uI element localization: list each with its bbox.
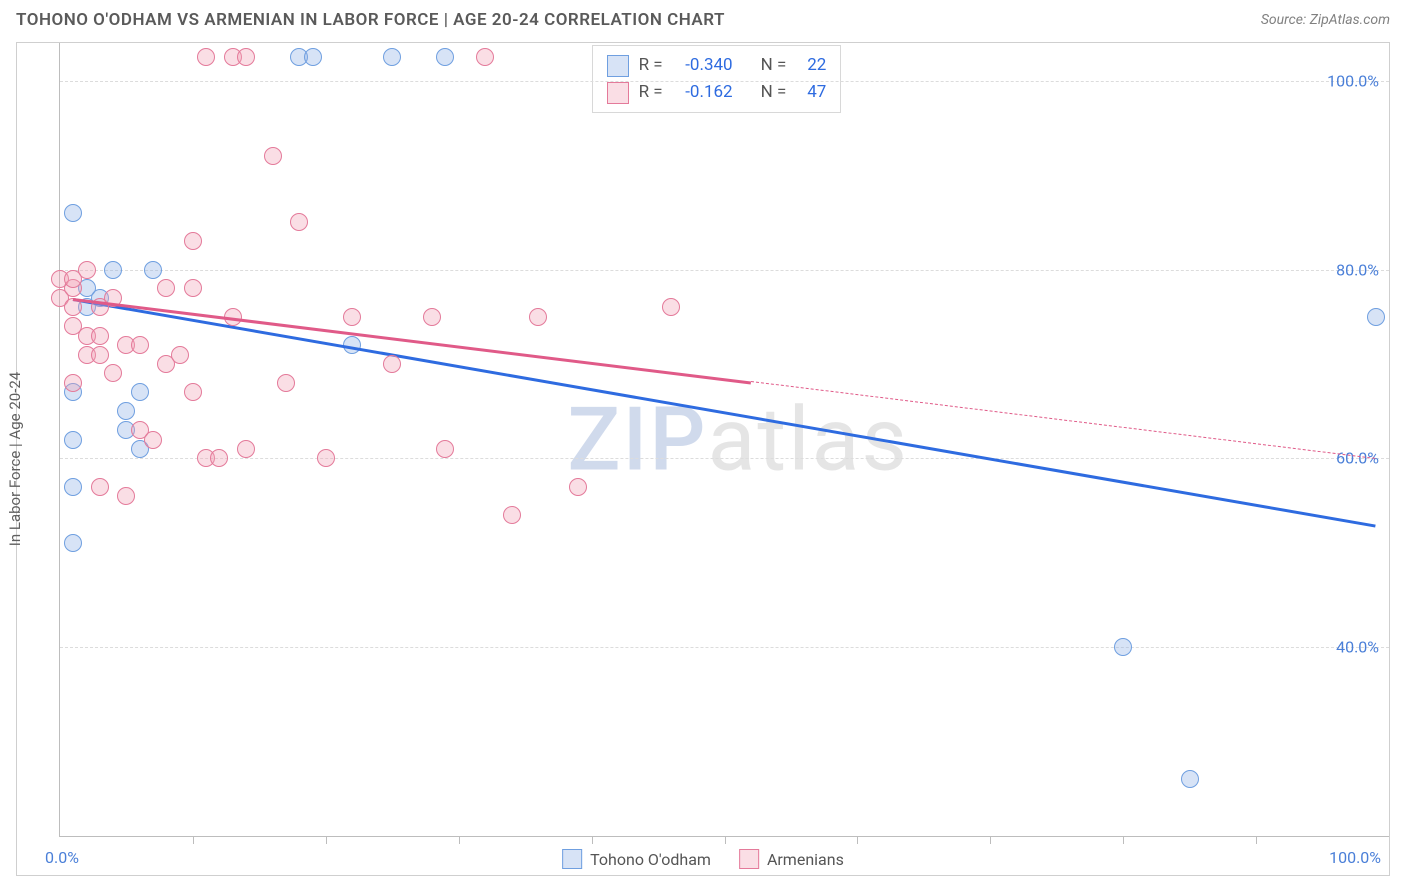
data-point [436, 48, 454, 66]
trend-line-dashed [751, 381, 1376, 459]
trend-line [73, 298, 751, 384]
x-tick [459, 836, 460, 844]
data-point [157, 279, 175, 297]
data-point [104, 261, 122, 279]
data-point [91, 327, 109, 345]
x-tick [1256, 836, 1257, 844]
data-point [64, 431, 82, 449]
gridline [60, 458, 1389, 459]
y-axis-label: In Labor Force | Age 20-24 [6, 372, 24, 546]
stat-n-value: 22 [796, 52, 826, 79]
data-point [317, 449, 335, 467]
data-point [117, 402, 135, 420]
data-point [184, 232, 202, 250]
chart-container: In Labor Force | Age 20-24 ZIPatlas R =-… [16, 42, 1390, 876]
stat-r-label: R = [639, 79, 663, 106]
header: TOHONO O'ODHAM VS ARMENIAN IN LABOR FORC… [0, 0, 1406, 36]
data-point [1114, 638, 1132, 656]
gridline [60, 81, 1389, 82]
gridline [60, 647, 1389, 648]
y-tick-label: 100.0% [1327, 71, 1379, 90]
data-point [423, 308, 441, 326]
data-point [144, 431, 162, 449]
data-point [64, 478, 82, 496]
legend-swatch [739, 849, 759, 869]
data-point [184, 279, 202, 297]
x-tick [990, 836, 991, 844]
stats-box: R = -0.340 N = 22 R = -0.162 N = 47 [592, 45, 842, 113]
stat-n-value: 47 [796, 79, 826, 106]
data-point [237, 440, 255, 458]
data-point [91, 478, 109, 496]
data-point [529, 308, 547, 326]
data-point [343, 308, 361, 326]
stat-r-value: -0.340 [673, 52, 733, 79]
x-tick [193, 836, 194, 844]
data-point [64, 534, 82, 552]
legend: Tohono O'odham Armenians [562, 849, 844, 869]
data-point [131, 336, 149, 354]
stat-n-label: N = [761, 52, 787, 79]
source-label: Source: ZipAtlas.com [1261, 12, 1390, 28]
stat-row: R = -0.340 N = 22 [607, 52, 827, 79]
data-point [304, 48, 322, 66]
data-point [117, 487, 135, 505]
series-swatch [607, 82, 629, 104]
data-point [290, 213, 308, 231]
x-tick [326, 836, 327, 844]
chart-title: TOHONO O'ODHAM VS ARMENIAN IN LABOR FORC… [16, 10, 725, 30]
data-point [144, 261, 162, 279]
data-point [64, 204, 82, 222]
legend-label: Armenians [767, 850, 844, 869]
legend-item: Armenians [739, 849, 844, 869]
data-point [1367, 308, 1385, 326]
data-point [264, 147, 282, 165]
stat-n-label: N = [761, 79, 787, 106]
data-point [104, 364, 122, 382]
data-point [78, 261, 96, 279]
data-point [383, 355, 401, 373]
stat-r-label: R = [639, 52, 663, 79]
legend-item: Tohono O'odham [562, 849, 711, 869]
data-point [1181, 770, 1199, 788]
x-tick [857, 836, 858, 844]
data-point [91, 346, 109, 364]
legend-swatch [562, 849, 582, 869]
x-tick [725, 836, 726, 844]
stat-row: R = -0.162 N = 47 [607, 79, 827, 106]
data-point [64, 374, 82, 392]
data-point [569, 478, 587, 496]
data-point [436, 440, 454, 458]
data-point [184, 383, 202, 401]
watermark: ZIPatlas [567, 388, 909, 491]
data-point [237, 48, 255, 66]
gridline [60, 270, 1389, 271]
y-tick-label: 40.0% [1336, 638, 1379, 657]
data-point [131, 383, 149, 401]
x-label-right: 100.0% [1329, 848, 1381, 867]
legend-label: Tohono O'odham [590, 850, 711, 869]
data-point [503, 506, 521, 524]
data-point [197, 48, 215, 66]
series-swatch [607, 55, 629, 77]
stat-r-value: -0.162 [673, 79, 733, 106]
y-tick-label: 80.0% [1336, 260, 1379, 279]
data-point [476, 48, 494, 66]
plot-area: ZIPatlas R = -0.340 N = 22 R = -0.162 N = 47 40… [59, 43, 1389, 837]
x-tick [1123, 836, 1124, 844]
data-point [171, 346, 189, 364]
x-label-left: 0.0% [45, 848, 79, 867]
data-point [277, 374, 295, 392]
data-point [662, 298, 680, 316]
trend-line [73, 298, 1376, 527]
data-point [210, 449, 228, 467]
data-point [383, 48, 401, 66]
x-tick [592, 836, 593, 844]
